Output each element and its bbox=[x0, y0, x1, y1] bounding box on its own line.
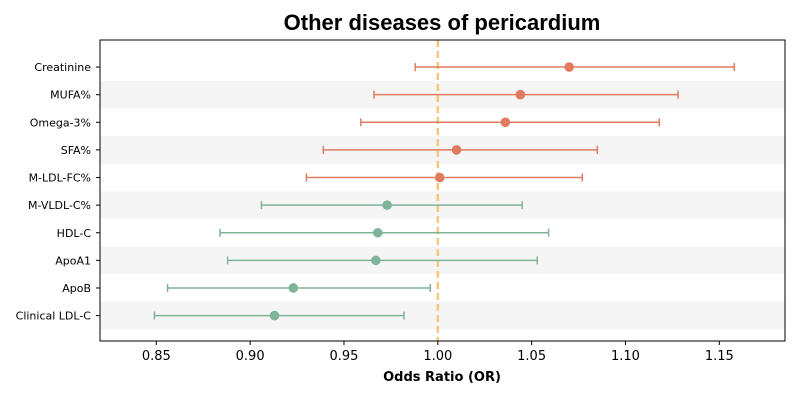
y-tick-label: M-VLDL-C% bbox=[28, 199, 91, 212]
x-tick-labels: 0.85 0.90 0.95 1.00 1.05 1.10 1.15 bbox=[142, 341, 734, 364]
x-tick-label: 0.95 bbox=[329, 349, 358, 364]
or-point bbox=[269, 310, 280, 321]
or-point bbox=[451, 145, 462, 155]
y-tick-label: MUFA% bbox=[50, 89, 91, 102]
or-point bbox=[371, 255, 381, 266]
plot-frame bbox=[99, 39, 786, 342]
y-tick-label: M-LDL-FC% bbox=[29, 172, 91, 185]
or-point bbox=[564, 62, 574, 72]
x-tick-label: 1.05 bbox=[517, 349, 546, 364]
y-tick-labels: Creatinine MUFA% Omega-3% SFA% M-LDL-FC% M-VL… bbox=[16, 61, 100, 323]
or-point bbox=[288, 283, 299, 293]
estimate-row bbox=[373, 89, 679, 100]
y-tick-label: SFA% bbox=[61, 144, 91, 157]
estimate-row bbox=[166, 283, 432, 293]
estimate-row bbox=[322, 145, 599, 155]
estimate-row bbox=[305, 172, 584, 183]
estimate-row bbox=[260, 200, 524, 210]
x-tick-label: 1.10 bbox=[611, 349, 640, 364]
y-tick-label: ApoA1 bbox=[55, 254, 91, 267]
or-point bbox=[382, 200, 392, 210]
x-tick-label: 0.90 bbox=[236, 349, 265, 364]
y-tick-label: ApoB bbox=[62, 282, 91, 295]
y-tick-label: Creatinine bbox=[34, 61, 91, 74]
y-tick-label: Clinical LDL-C bbox=[16, 310, 92, 323]
x-tick-label: 0.85 bbox=[142, 349, 171, 364]
estimate-row bbox=[226, 255, 539, 266]
or-point bbox=[515, 89, 526, 100]
x-tick-label: 1.00 bbox=[423, 349, 452, 364]
chart-title: Other diseases of pericardium bbox=[284, 10, 601, 35]
estimate-row bbox=[360, 117, 661, 128]
axes bbox=[99, 39, 786, 342]
x-axis-label: Odds Ratio (OR) bbox=[383, 370, 501, 385]
estimate-row bbox=[414, 62, 736, 72]
estimate-row bbox=[153, 310, 405, 321]
or-point bbox=[372, 227, 383, 238]
y-tick-label: HDL-C bbox=[57, 227, 92, 240]
x-tick-label: 1.15 bbox=[705, 349, 734, 364]
or-point bbox=[434, 172, 445, 183]
estimate-marks bbox=[153, 62, 736, 321]
y-tick-label: Omega-3% bbox=[30, 116, 91, 129]
or-point bbox=[500, 117, 511, 128]
estimate-row bbox=[219, 227, 550, 238]
